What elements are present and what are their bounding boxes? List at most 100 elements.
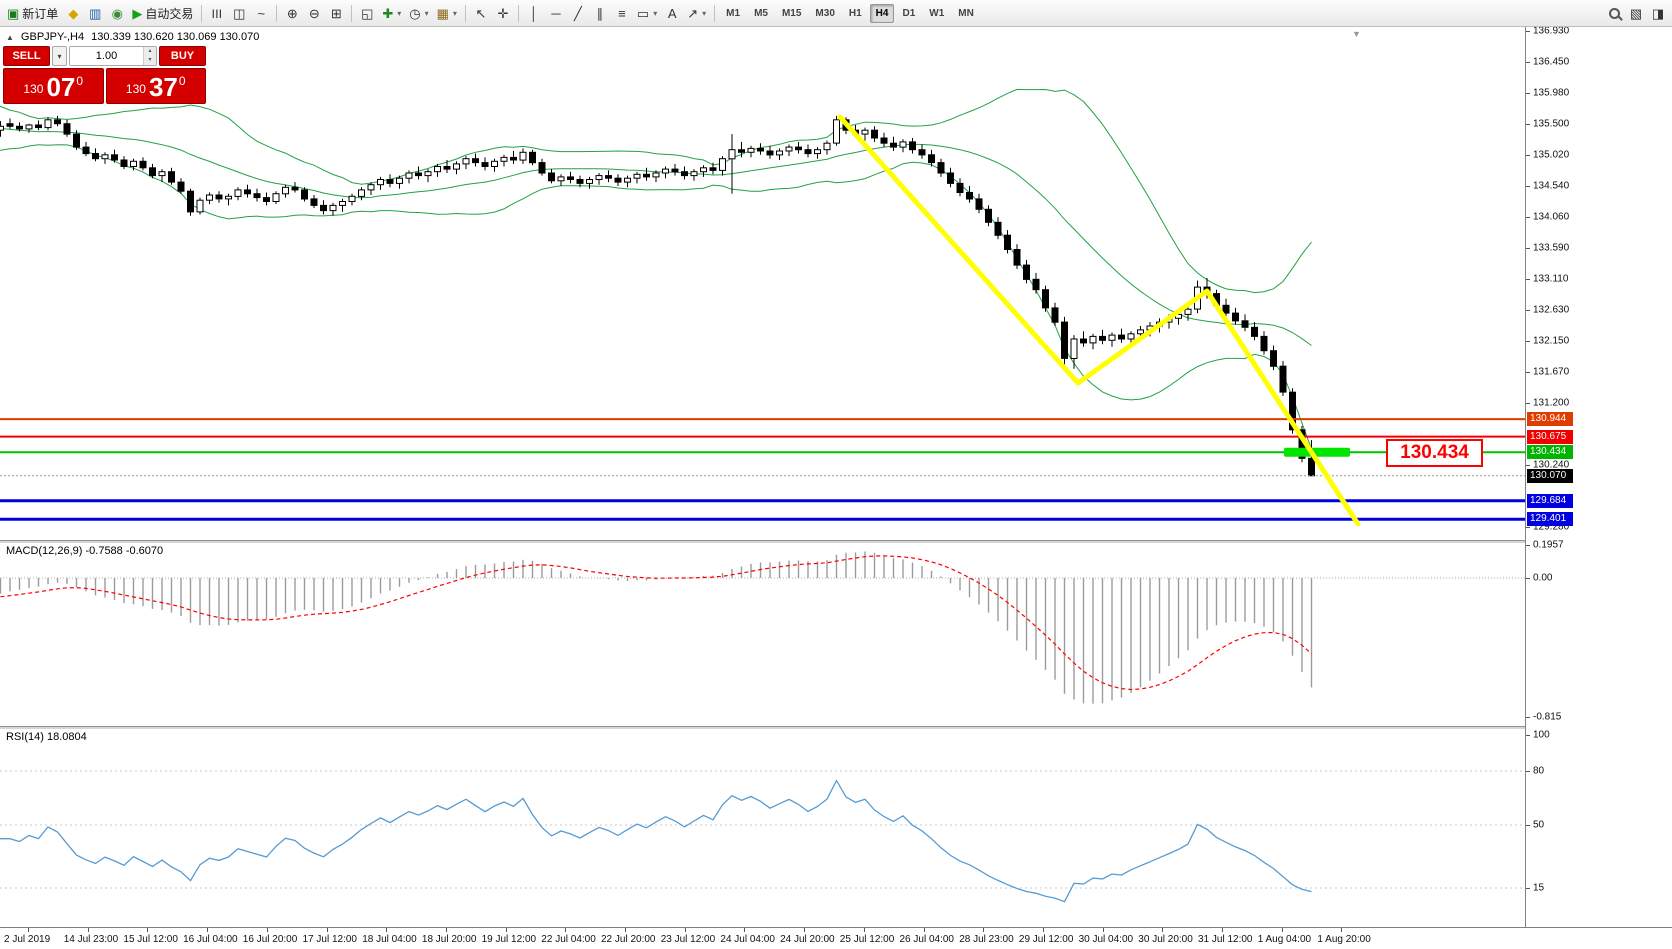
autoscroll-marker-icon[interactable]: ▼ xyxy=(1352,29,1361,39)
price-axis[interactable]: 136.930 136.450 135.980 135.500 135.020 134.5… xyxy=(1525,25,1672,927)
trendline-button[interactable]: ╱ xyxy=(568,3,588,24)
support-highlight-segment[interactable] xyxy=(1284,447,1350,457)
toolbar-separator xyxy=(276,4,278,22)
candle-body xyxy=(738,149,745,153)
auto-trading-button[interactable]: ▶ 自动交易 xyxy=(129,3,196,24)
toolbar-separator xyxy=(714,4,716,22)
timeframe-d1-button[interactable]: D1 xyxy=(902,7,916,19)
candle-body xyxy=(111,154,118,161)
time-tick xyxy=(863,928,865,932)
horizontal-line-button[interactable]: ─ xyxy=(546,3,566,24)
buy-price-small: 130 xyxy=(125,82,146,96)
new-order-button-label: 新订单 xyxy=(22,6,59,21)
candle-body xyxy=(158,171,166,177)
volume-decrease-button[interactable]: ▾ xyxy=(144,56,156,65)
time-tick xyxy=(565,928,567,932)
candle-body xyxy=(1270,350,1277,367)
zoom-in-button[interactable]: ⊕ xyxy=(282,3,302,24)
time-label: 22 Jul 20:00 xyxy=(601,934,656,945)
candle-body xyxy=(1099,335,1106,341)
candle-body xyxy=(1004,234,1011,250)
candle-body xyxy=(833,119,840,144)
time-axis[interactable]: 2 Jul 2019 14 Jul 23:00 15 Jul 12:00 16 Jul… xyxy=(0,927,1672,949)
zoom-out-button[interactable]: ⊖ xyxy=(304,3,324,24)
indicators-button[interactable]: ✚ ▾ xyxy=(379,3,404,24)
axis-tick xyxy=(1526,578,1530,579)
volume-increase-button[interactable]: ▴ xyxy=(144,47,156,56)
price-callout-box[interactable]: 130.434 xyxy=(1386,439,1483,467)
sell-price-box[interactable]: 130 07 0 xyxy=(3,68,104,104)
bar-chart-button[interactable]: ||| xyxy=(207,3,227,24)
new-order-icon: ▣ xyxy=(7,5,20,21)
one-click-menu-button[interactable]: ▾ xyxy=(52,46,67,66)
axis-tick xyxy=(1526,309,1530,311)
toolbar-separator xyxy=(517,4,519,22)
metaeditor-button[interactable]: ◆ xyxy=(63,3,83,24)
rsi-name: RSI(14) xyxy=(6,731,44,743)
shapes-button[interactable]: ▭ ▾ xyxy=(634,3,660,24)
time-label: 14 Jul 23:00 xyxy=(63,934,119,945)
bollinger-middle-band xyxy=(0,127,1312,346)
candle-body xyxy=(937,162,945,174)
timeframe-h1-button[interactable]: H1 xyxy=(848,7,862,19)
time-label: 19 Jul 12:00 xyxy=(481,934,537,945)
timeframe-h4-button[interactable]: H4 xyxy=(869,3,895,23)
price-scale-label: 136.930 xyxy=(1533,25,1570,37)
candle-body xyxy=(633,173,641,179)
market-watch-button[interactable]: ▥ xyxy=(85,3,105,24)
candle-body xyxy=(510,156,517,161)
axis-tick xyxy=(1526,278,1530,280)
timeframe-m1-button[interactable]: M1 xyxy=(726,7,741,19)
equidistant-channel-icon: ∥ xyxy=(596,5,604,21)
volume-input[interactable] xyxy=(70,47,143,65)
candle-body xyxy=(1118,334,1125,340)
rsi-panel-separator[interactable] xyxy=(0,726,1672,729)
time-tick xyxy=(983,928,985,932)
window-list-button[interactable]: ◨ xyxy=(1648,3,1668,24)
collapse-arrow-icon[interactable]: ▲ xyxy=(6,32,14,42)
timeframe-mn-button[interactable]: MN xyxy=(958,7,974,19)
price-scale-label: 133.110 xyxy=(1533,273,1569,285)
candle-body xyxy=(557,176,565,182)
search-button[interactable] xyxy=(1604,3,1624,24)
crosshair-button[interactable]: ✛ xyxy=(493,3,513,24)
vertical-line-button[interactable]: │ xyxy=(524,3,544,24)
timeframe-m15-button[interactable]: M15 xyxy=(781,7,802,19)
equidistant-channel-button[interactable]: ∥ xyxy=(590,3,610,24)
tile-windows-button[interactable]: ⊞ xyxy=(326,3,346,24)
macd-scale-label: -0.815 xyxy=(1533,711,1562,723)
axis-tick xyxy=(1526,527,1530,529)
fibonacci-button[interactable]: ≡ xyxy=(612,3,632,24)
candle-body xyxy=(1042,289,1049,309)
buy-button[interactable]: BUY xyxy=(159,46,206,66)
arrows-icon: ↗ xyxy=(687,5,699,21)
candlestick-chart-button[interactable]: ◫ xyxy=(229,3,249,24)
candle-body xyxy=(709,167,717,171)
arrows-button[interactable]: ↗ ▾ xyxy=(684,3,709,24)
timeframe-w1-button[interactable]: W1 xyxy=(929,7,945,19)
new-chart-button[interactable]: ▧ xyxy=(1626,3,1646,24)
data-window-button[interactable]: ◉ xyxy=(107,3,127,24)
sell-price-small: 130 xyxy=(23,82,44,96)
buy-price-box[interactable]: 130 37 0 xyxy=(105,68,206,104)
candle-body xyxy=(187,190,194,213)
new-order-button[interactable]: ▣ 新订单 xyxy=(4,3,61,24)
timeframe-m5-button[interactable]: M5 xyxy=(754,7,768,19)
time-label: 23 Jul 12:00 xyxy=(660,934,716,945)
text-label-button[interactable]: A xyxy=(662,3,682,24)
chevron-down-icon: ▾ xyxy=(424,8,429,18)
volume-stepper: ▴ ▾ xyxy=(143,47,156,65)
trend-zigzag-line[interactable] xyxy=(837,114,1361,527)
line-chart-button[interactable]: ~ xyxy=(251,3,271,24)
periods-menu-button[interactable]: ◷ ▾ xyxy=(406,3,431,24)
macd-panel-separator[interactable] xyxy=(0,540,1672,543)
templates-button[interactable]: ▦ ▾ xyxy=(434,3,460,24)
cursor-button[interactable]: ↖ xyxy=(471,3,491,24)
timeframe-m30-button[interactable]: M30 xyxy=(815,7,835,19)
candle-body xyxy=(73,133,80,148)
candle-body xyxy=(130,160,137,168)
arrange-windows-button[interactable]: ◱ xyxy=(357,3,377,24)
price-scale-label: 135.980 xyxy=(1533,87,1570,99)
sell-button[interactable]: SELL xyxy=(3,46,50,66)
